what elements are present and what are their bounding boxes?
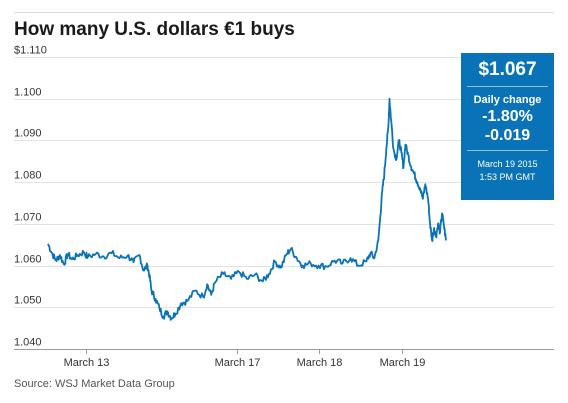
source-note: Source: WSJ Market Data Group: [14, 378, 175, 390]
panel-divider: [467, 86, 548, 87]
timestamp-time: 1:53 PM GMT: [479, 172, 536, 182]
daily-change-label: Daily change: [473, 94, 542, 106]
y-tick-label: 1.090: [14, 128, 42, 140]
rate-summary-panel: $1.067 Daily change -1.80% -0.019 March …: [461, 53, 554, 200]
daily-change-percent: -1.80%: [482, 108, 533, 125]
y-tick-label: 1.050: [14, 295, 42, 307]
top-rule: [14, 12, 554, 13]
current-price: $1.067: [478, 59, 537, 80]
y-tick-label: 1.070: [14, 212, 42, 224]
y-tick-label: 1.040: [14, 337, 42, 349]
x-tick-label: March 13: [64, 357, 110, 369]
timestamp-date: March 19 2015: [477, 159, 538, 169]
panel-divider-2: [467, 150, 548, 151]
y-tick-label: $1.110: [14, 45, 47, 57]
y-tick-label: 1.080: [14, 170, 42, 182]
x-tick-label: March 17: [215, 357, 261, 369]
chart-title: How many U.S. dollars €1 buys: [14, 19, 295, 40]
y-tick-label: 1.100: [14, 87, 42, 99]
daily-change-absolute: -0.019: [484, 127, 531, 144]
x-tick-label: March 18: [297, 357, 343, 369]
y-tick-label: 1.060: [14, 254, 42, 266]
x-tick-label: March 19: [380, 357, 426, 369]
series-line-0: [47, 97, 447, 321]
